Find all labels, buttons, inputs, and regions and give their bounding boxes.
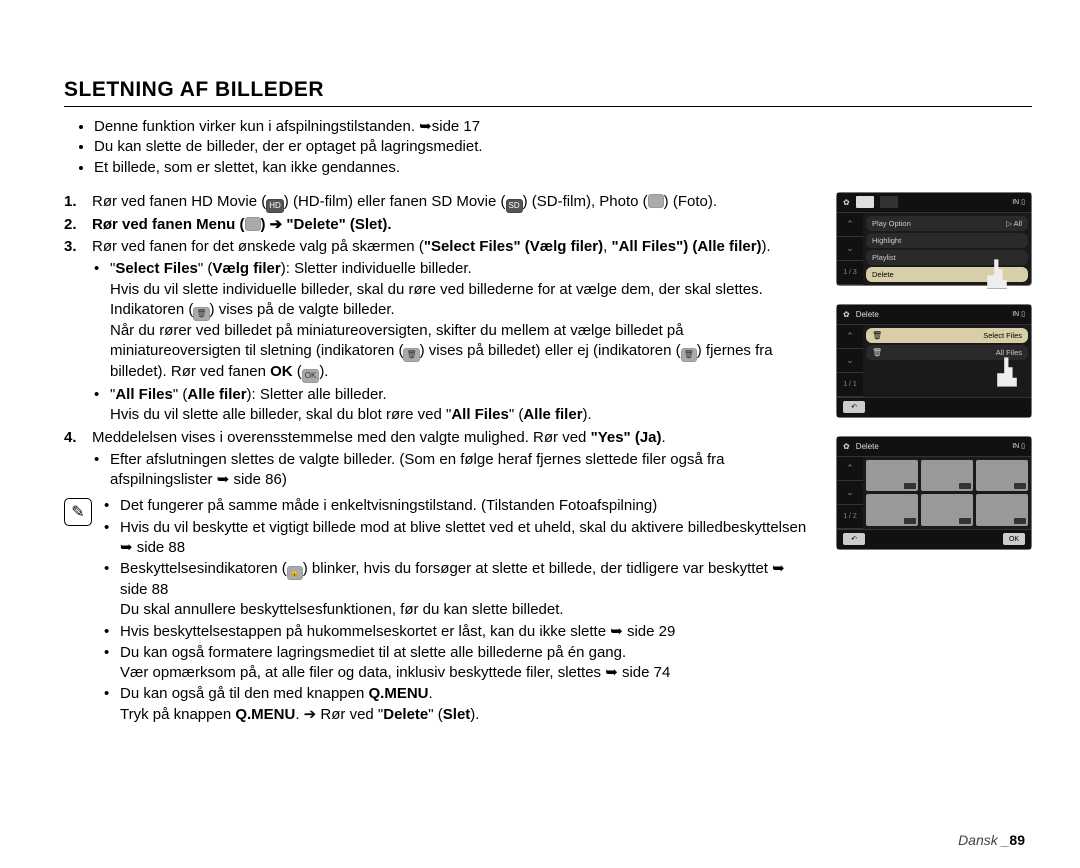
trash-icon: 🗑 <box>403 348 419 362</box>
photo-icon <box>648 194 664 208</box>
trash-icon: 🗑 <box>193 307 209 321</box>
step-2: Rør ved fanen Menu ( ) ➔ "Delete" (Slet)… <box>64 215 816 235</box>
page-footer: Dansk _89 <box>958 832 1025 848</box>
step-3: Rør ved fanen for det ønskede valg på sk… <box>64 237 816 426</box>
sd-icon: SD <box>506 199 523 213</box>
note-5: Du kan også formatere lagringsmediet til… <box>102 643 816 684</box>
hd-icon: HD <box>266 199 284 213</box>
note-1: Det fungerer på samme måde i enkeltvisni… <box>102 496 816 516</box>
note-4: Hvis beskyttelsestappen på hukommelsesko… <box>102 622 816 642</box>
step-4: Meddelelsen vises i overensstemmelse med… <box>64 428 816 491</box>
screenshot-menu: ✿IN ▯ ⌃⌄1 / 3 Play Option▷ All Highlight… <box>836 192 1032 286</box>
menu-icon <box>245 217 261 231</box>
note-2: Hvis du vil beskytte et vigtigt billede … <box>102 518 816 559</box>
step-4-note: Efter afslutningen slettes de valgte bil… <box>92 450 816 491</box>
ok-icon: OK <box>302 369 320 383</box>
step-3-select-files: "Select Files" (Vælg filer): Sletter ind… <box>92 259 816 383</box>
trash-icon: 🗑 <box>681 348 697 362</box>
steps-list: Rør ved fanen HD Movie (HD) (HD-film) el… <box>64 192 816 491</box>
lock-icon: 🔒 <box>287 566 303 580</box>
note-3: Beskyttelsesindikatoren (🔒) blinker, hvi… <box>102 559 816 621</box>
note-icon: ✎ <box>64 498 92 526</box>
note-6: Du kan også gå til den med knappen Q.MEN… <box>102 684 816 725</box>
screenshot-thumbnails: ✿DeleteIN ▯ ⌃⌄1 / 2 ↶OK <box>836 436 1032 550</box>
intro-3: Et billede, som er slettet, kan ikke gen… <box>94 158 1032 178</box>
screenshot-delete-options: ✿DeleteIN ▯ ⌃⌄1 / 1 🗑Select Files 🗑All F… <box>836 304 1032 418</box>
intro-1: Denne funktion virker kun i afspilningst… <box>94 117 1032 137</box>
step-3-all-files: "All Files" (Alle filer): Sletter alle b… <box>92 385 816 426</box>
note-box: ✎ Det fungerer på samme måde i enkeltvis… <box>64 496 816 726</box>
page-title: SLETNING AF BILLEDER <box>64 78 1032 107</box>
intro-2: Du kan slette de billeder, der er optage… <box>94 137 1032 157</box>
step-1: Rør ved fanen HD Movie (HD) (HD-film) el… <box>64 192 816 213</box>
intro-bullets: Denne funktion virker kun i afspilningst… <box>82 117 1032 178</box>
